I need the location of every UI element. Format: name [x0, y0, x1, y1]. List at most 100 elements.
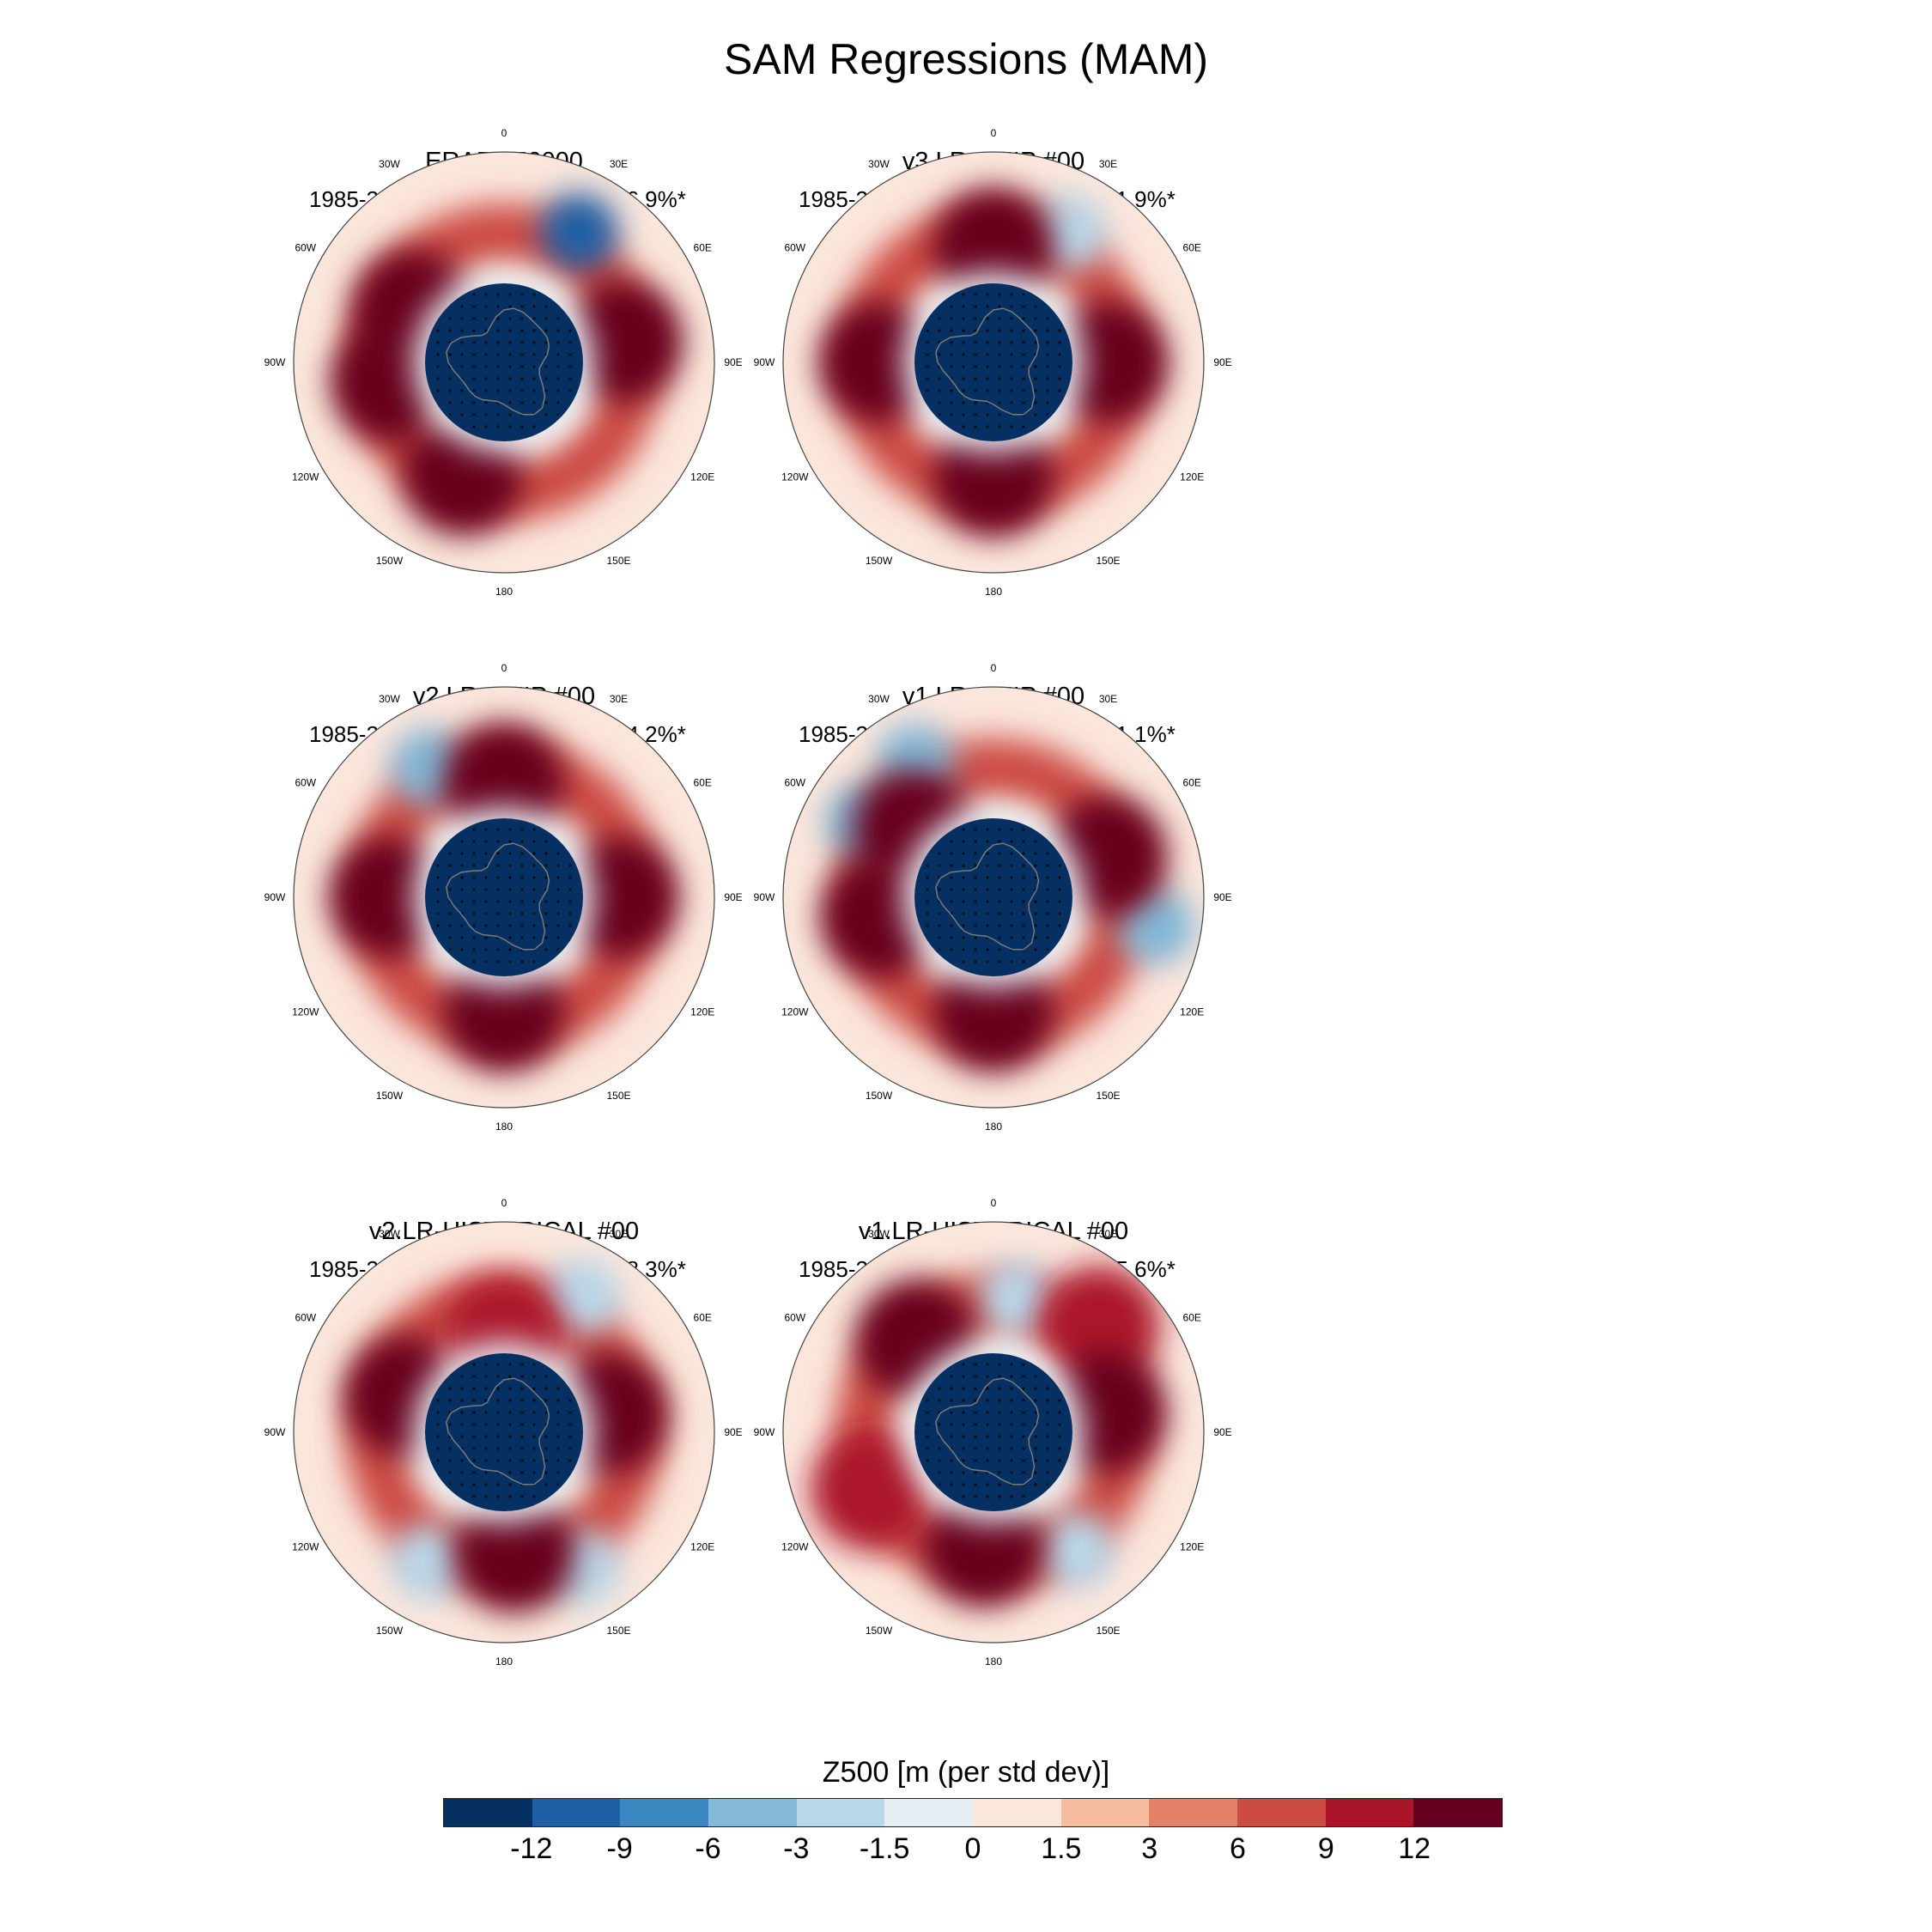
anomaly-lobe: [811, 1429, 932, 1550]
map-border: [782, 1221, 1205, 1643]
longitude-label: 0: [991, 1197, 997, 1209]
longitude-label: 150W: [866, 1625, 893, 1637]
longitude-label: 60W: [784, 777, 805, 789]
longitude-label: 60E: [1183, 242, 1201, 254]
longitude-label: 90E: [1213, 1426, 1231, 1438]
longitude-label: 150W: [376, 555, 404, 567]
significance-stippling: [428, 287, 580, 438]
antarctica-coastline: [935, 307, 1040, 416]
longitude-label: 120W: [292, 1541, 319, 1553]
longitude-label: 120E: [1180, 1006, 1204, 1018]
longitude-label: 30E: [1099, 158, 1117, 170]
antarctica-coastline: [446, 1377, 550, 1485]
map-border: [293, 151, 715, 574]
colorbar-swatch: [708, 1799, 797, 1826]
colorbar-tick-label: 6: [1230, 1832, 1246, 1865]
significance-stippling: [918, 287, 1069, 438]
longitude-label: 0: [991, 127, 997, 139]
longitude-label: 30W: [379, 1228, 400, 1240]
colorbar-title: Z500 [m (per std dev)]: [822, 1756, 1110, 1789]
anomaly-lobe: [978, 1260, 1056, 1338]
longitude-label: 60W: [784, 242, 805, 254]
map-panel: v1.LR-HISTORICAL #001985-201425.6%*030E6…: [753, 1197, 1354, 1698]
significance-stippling: [428, 822, 580, 973]
longitude-label: 90W: [754, 1426, 775, 1438]
longitude-label: 60E: [694, 1312, 712, 1324]
antarctica-coastline: [446, 842, 550, 951]
longitude-label: 120E: [690, 1541, 714, 1553]
colorbar-swatch: [884, 1799, 974, 1826]
longitude-label: 180: [495, 586, 513, 598]
longitude-label: 0: [501, 1197, 507, 1209]
longitude-label: 180: [985, 1656, 1002, 1668]
longitude-label: 180: [985, 1121, 1002, 1133]
longitude-label: 180: [495, 1121, 513, 1133]
longitude-label: 150W: [376, 1625, 404, 1637]
colorbar-swatch: [1325, 1799, 1414, 1826]
colorbar-swatch: [532, 1799, 621, 1826]
longitude-label: 90W: [264, 356, 286, 368]
colorbar-swatch: [973, 1799, 1061, 1826]
antarctica-coastline: [446, 307, 550, 416]
longitude-label: 120E: [1180, 1541, 1204, 1553]
map-border: [782, 151, 1205, 574]
map-border: [293, 686, 715, 1109]
longitude-label: 180: [495, 1656, 513, 1668]
longitude-label: 150E: [606, 1625, 630, 1637]
map-panel: v2.LR-AMIP #001985-201434.2%*030E60E90E1…: [264, 662, 865, 1163]
longitude-label: 30W: [868, 1228, 890, 1240]
longitude-label: 120E: [1180, 471, 1204, 483]
longitude-label: 30E: [610, 1228, 628, 1240]
longitude-label: 150E: [1096, 1090, 1120, 1102]
longitude-label: 30W: [868, 158, 890, 170]
colorbar-tick-label: 12: [1398, 1832, 1431, 1865]
colorbar-swatch: [1149, 1799, 1238, 1826]
polar-map: 0 30E 60E 90E 120E 150E 180 150W 120W 90W 60W 30W: [264, 127, 743, 598]
colorbar-tick-label: -9: [606, 1832, 633, 1865]
colorbar-swatch: [620, 1799, 709, 1826]
longitude-label: 30W: [868, 693, 890, 705]
colorbar-tick-label: -6: [695, 1832, 721, 1865]
colorbar-tick-label: -3: [783, 1832, 810, 1865]
polar-map: 0 30E 60E 90E 120E 150E 180 150W 120W 90W 60W 30W: [754, 127, 1232, 598]
colorbar-tick-label: -12: [510, 1832, 553, 1865]
longitude-label: 30E: [610, 158, 628, 170]
map-panel: v2.LR-HISTORICAL #001985-201428.3%*030E6…: [264, 1197, 865, 1698]
figure-title: SAM Regressions (MAM): [724, 35, 1208, 83]
anomaly-lobe: [1039, 1266, 1160, 1387]
map-panel: ERA5-Z500001985-201436.9%*030E60E90E120E…: [264, 127, 865, 629]
significance-stippling: [918, 1357, 1069, 1508]
longitude-label: 90W: [754, 891, 775, 903]
longitude-label: 120W: [781, 471, 809, 483]
longitude-label: 0: [501, 127, 507, 139]
significance-stippling: [918, 822, 1069, 973]
colorbar-swatch: [1413, 1799, 1503, 1826]
longitude-label: 120W: [292, 471, 319, 483]
longitude-label: 60W: [295, 1312, 316, 1324]
colorbar-tick-label: -1.5: [859, 1832, 910, 1865]
longitude-label: 30W: [379, 158, 400, 170]
longitude-label: 90E: [1213, 356, 1231, 368]
longitude-label: 60E: [1183, 777, 1201, 789]
longitude-label: 150E: [1096, 1625, 1120, 1637]
map-panel: v3.LR-AMIP #001985-201441.9%*030E60E90E1…: [753, 127, 1354, 629]
longitude-label: 60W: [295, 242, 316, 254]
longitude-label: 0: [991, 662, 997, 674]
longitude-label: 60E: [694, 242, 712, 254]
longitude-label: 90E: [724, 1426, 742, 1438]
anomaly-lobe: [540, 193, 618, 271]
significance-stippling: [428, 1357, 580, 1508]
antarctica-coastline: [935, 842, 1040, 951]
longitude-label: 120E: [690, 471, 714, 483]
longitude-label: 150E: [606, 1090, 630, 1102]
longitude-label: 180: [985, 586, 1002, 598]
longitude-label: 90E: [724, 891, 742, 903]
colorbar-tick-label: 1.5: [1041, 1832, 1082, 1865]
map-panel: v1.LR-AMIP #001985-201431.1%*030E60E90E1…: [753, 662, 1354, 1163]
longitude-label: 30E: [610, 693, 628, 705]
colorbar-tick-label: 3: [1141, 1832, 1158, 1865]
longitude-label: 120W: [292, 1006, 319, 1018]
longitude-label: 0: [501, 662, 507, 674]
polar-map: 0 30E 60E 90E 120E 150E 180 150W 120W 90W 60W 30W: [754, 1197, 1232, 1668]
